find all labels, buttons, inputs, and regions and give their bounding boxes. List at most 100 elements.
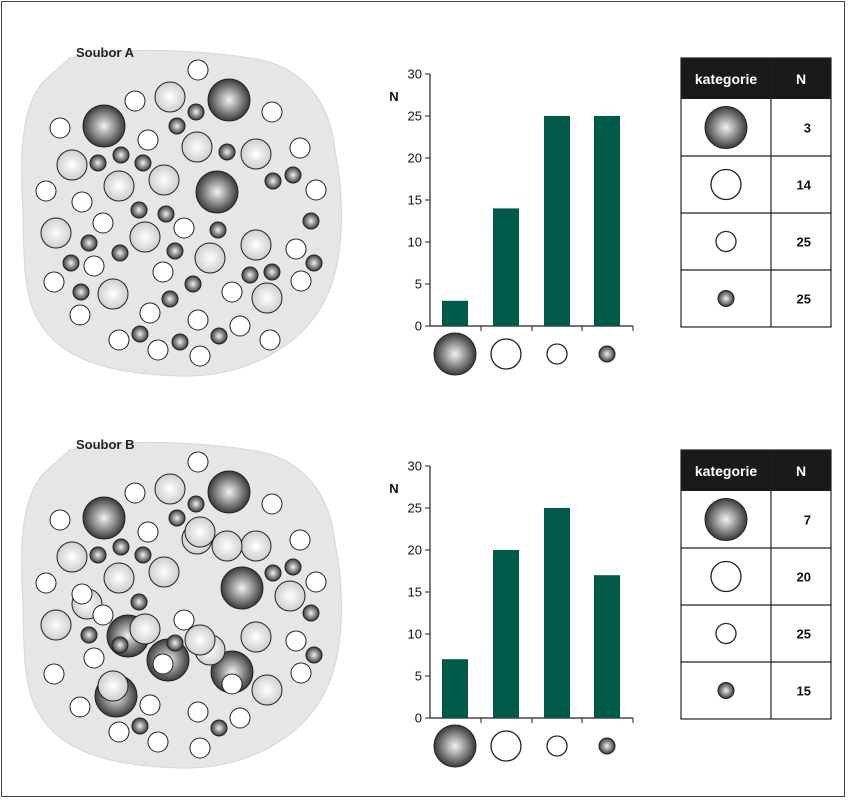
particle (40, 609, 72, 641)
particle (129, 221, 161, 253)
particle (221, 281, 243, 303)
particle (263, 263, 281, 281)
category-table: kategorie N 7 20 25 15 (680, 449, 832, 720)
particle (187, 309, 209, 331)
table-header (681, 450, 831, 491)
y-axis-label: N (389, 89, 398, 104)
particle (124, 482, 146, 504)
particle (89, 546, 107, 564)
bar-small-light-circle (544, 508, 570, 718)
particle (305, 646, 323, 664)
table-border (680, 57, 832, 328)
particle (251, 282, 283, 314)
table-cell-n: 25 (797, 235, 811, 250)
x-category-large-light-circle-icon (490, 730, 522, 762)
particle (43, 271, 65, 293)
particle (207, 78, 251, 122)
particle (305, 571, 327, 593)
particle (290, 662, 312, 684)
table-small-dark-sphere-icon (717, 682, 735, 699)
set-title: Soubor A (76, 45, 135, 60)
particle (108, 329, 130, 351)
particle (112, 146, 130, 164)
particle (71, 583, 93, 605)
particle (111, 244, 129, 262)
table-cell-n: 25 (797, 627, 811, 642)
particle (124, 90, 146, 112)
x-category-small-dark-sphere-icon (598, 737, 616, 755)
particle (166, 242, 184, 260)
particle (72, 283, 90, 301)
particle (92, 604, 114, 626)
bar-chart: 0 5 10 15 20 25 30 N (389, 67, 634, 376)
particle (40, 217, 72, 249)
particle (130, 201, 148, 219)
particle (194, 242, 226, 274)
y-tick-label: 5 (415, 277, 422, 292)
particle (305, 254, 323, 272)
y-tick-label: 20 (408, 151, 422, 166)
particle (131, 325, 149, 343)
particle (134, 154, 152, 172)
particle (187, 59, 209, 81)
particle (139, 302, 161, 324)
particle (285, 238, 307, 260)
table-cell-n: 14 (797, 178, 812, 193)
particle (139, 694, 161, 716)
particle (284, 558, 302, 576)
particle (80, 234, 98, 252)
particle (130, 593, 148, 611)
particle (82, 496, 126, 540)
particle (49, 509, 71, 531)
x-category-large-light-circle-icon (490, 338, 522, 370)
particle (69, 304, 91, 326)
particle (56, 149, 88, 181)
table-header-n: N (796, 463, 806, 479)
particle (261, 101, 283, 123)
panel-a-svg: Soubor A 0 5 10 15 20 25 30 N kategorie N 3 14 25 25 (21, 45, 832, 377)
particle (210, 327, 228, 345)
table-header (681, 58, 831, 99)
particle (285, 630, 307, 652)
particle (240, 138, 272, 170)
particle (97, 278, 129, 310)
particle (152, 261, 174, 283)
panel-b-svg: Soubor B 0 5 10 15 20 25 30 N kategorie N 7 20 25 15 (21, 437, 832, 769)
particle (261, 493, 283, 515)
y-tick-label: 15 (408, 585, 422, 600)
particle (111, 636, 129, 654)
particle (134, 546, 152, 564)
table-cell-n: 7 (804, 513, 811, 528)
x-category-small-dark-sphere-icon (598, 345, 616, 363)
particle (171, 333, 189, 351)
y-tick-label: 0 (415, 319, 422, 334)
particle (251, 674, 283, 706)
particle (189, 737, 211, 759)
particle (103, 170, 135, 202)
table-small-light-circle-icon (715, 622, 737, 645)
particle (209, 221, 227, 239)
panel-soubor-b: Soubor B 0 5 10 15 20 25 30 N kategorie N 7 20 25 15 (0, 392, 848, 784)
particle (187, 701, 209, 723)
particle (97, 670, 129, 702)
table-border (680, 449, 832, 720)
particle (184, 624, 216, 656)
table-cell-n: 3 (804, 121, 811, 136)
particle (83, 255, 105, 277)
particle (62, 254, 80, 272)
particle (161, 290, 179, 308)
table-header-n: N (796, 71, 806, 87)
particle (240, 621, 272, 653)
particle (211, 530, 243, 562)
particle (207, 470, 251, 514)
particle (187, 103, 205, 121)
y-tick-label: 15 (408, 193, 422, 208)
particle (241, 266, 259, 284)
table-small-dark-sphere-icon (717, 290, 735, 307)
particle (154, 81, 186, 113)
table-cell-n: 15 (797, 684, 811, 699)
particle (284, 166, 302, 184)
panel-soubor-a: Soubor A 0 5 10 15 20 25 30 N kategorie N 3 14 25 25 (0, 0, 848, 392)
particle (137, 521, 159, 543)
